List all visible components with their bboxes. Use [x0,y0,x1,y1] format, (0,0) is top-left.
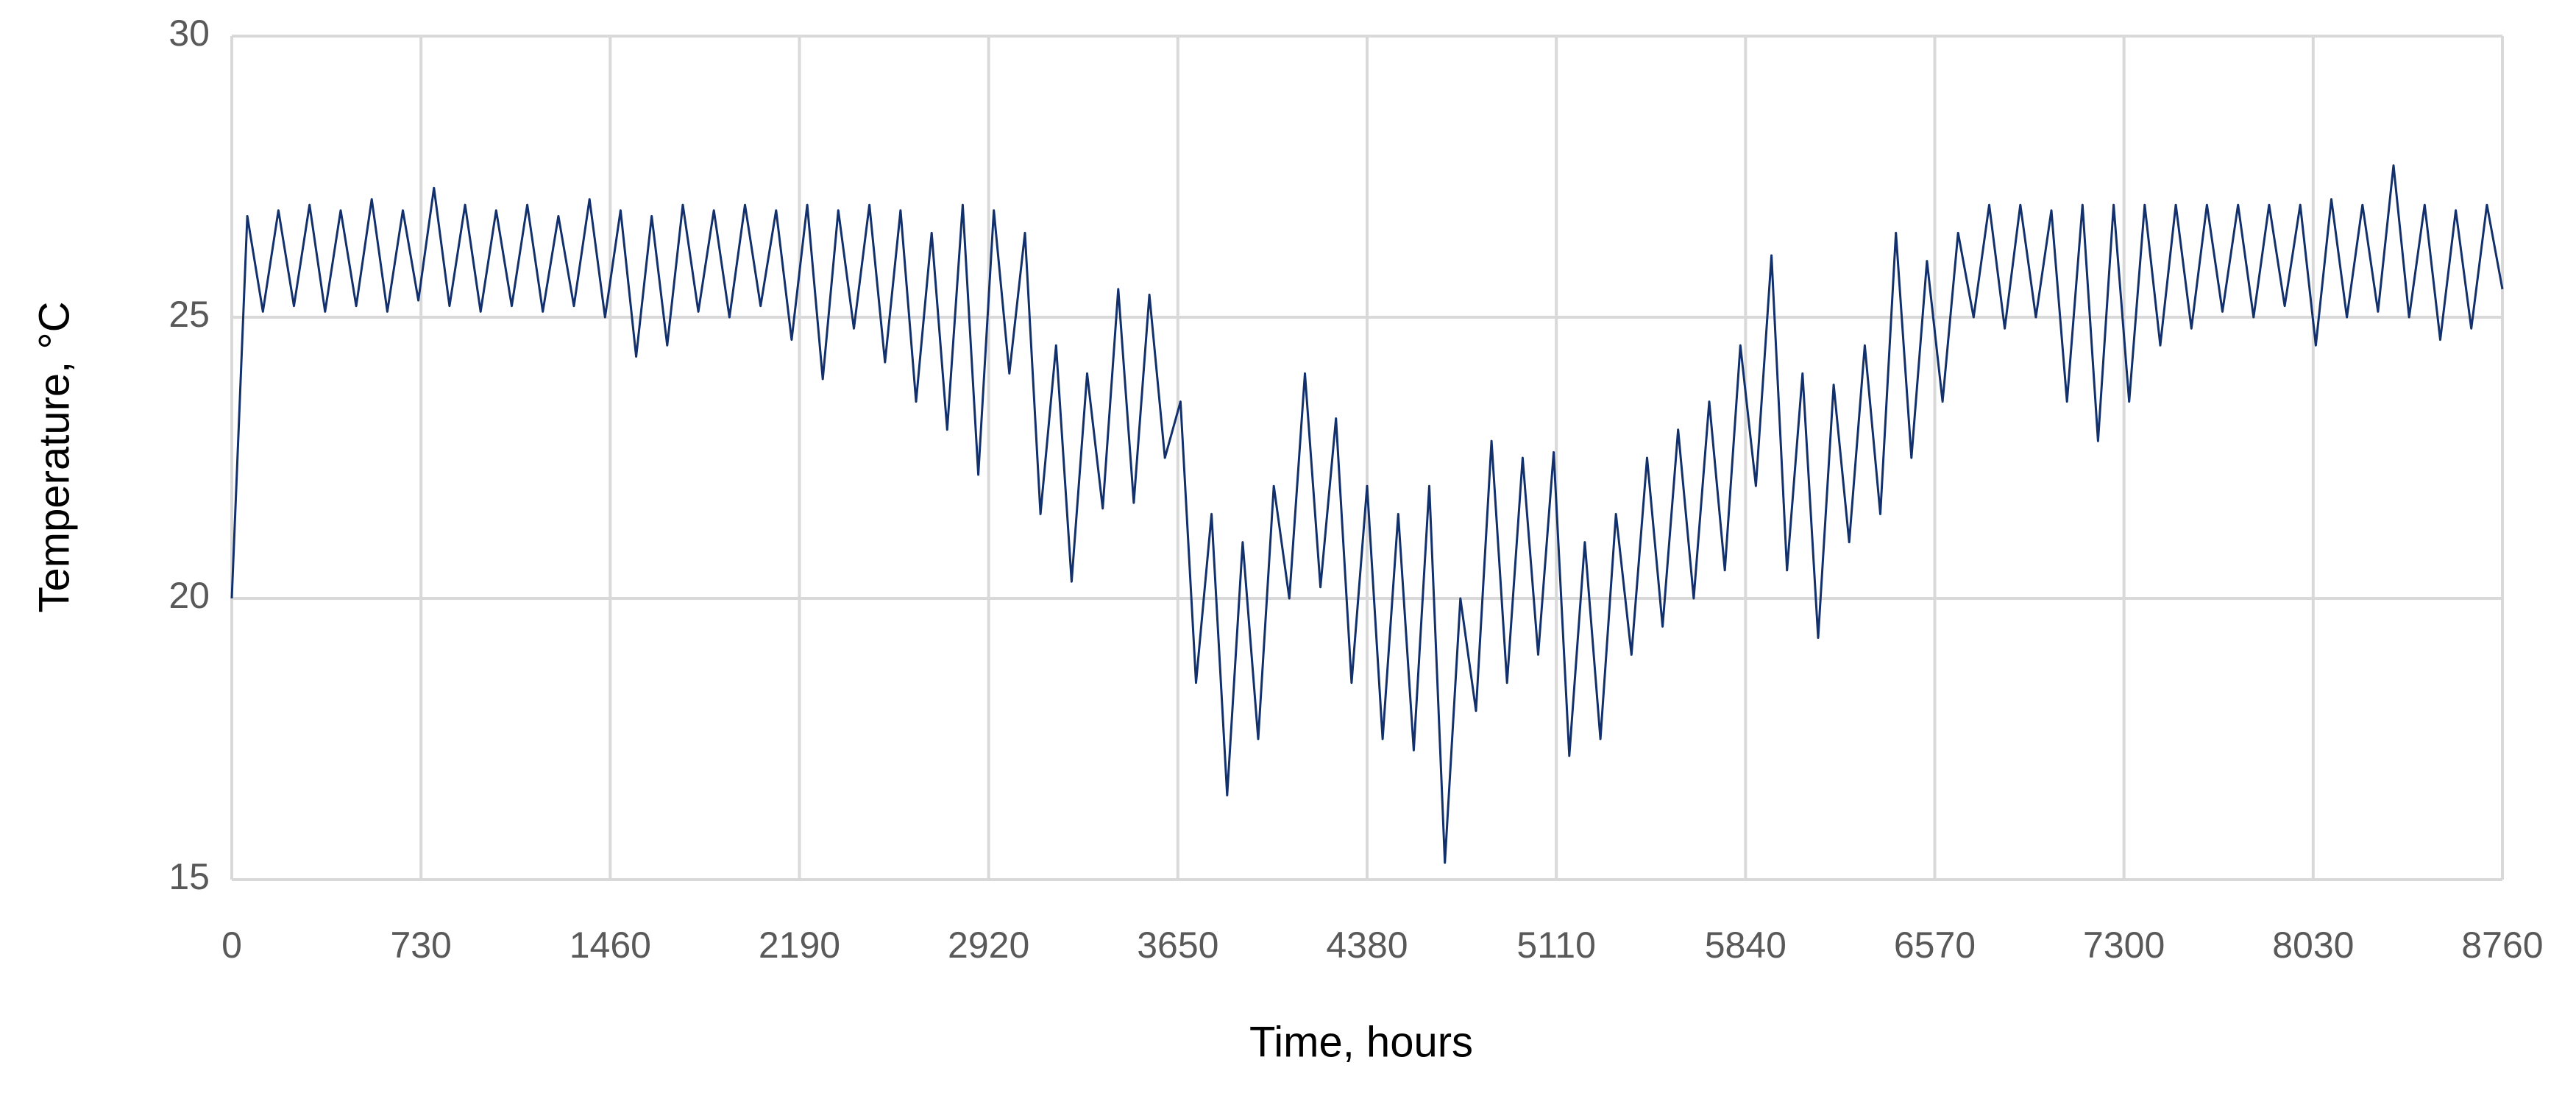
x-tick-label: 1460 [570,924,651,966]
y-tick-label: 15 [168,856,210,897]
x-tick-label: 5110 [1516,924,1596,966]
x-tick-label: 3650 [1137,924,1218,966]
x-tick-label: 8760 [2461,924,2543,966]
y-tick-label: 30 [168,13,210,54]
x-tick-label: 2920 [948,924,1029,966]
x-tick-label: 6570 [1894,924,1976,966]
x-tick-label: 0 [221,924,242,966]
x-tick-label: 730 [390,924,451,966]
x-tick-label: 8030 [2272,924,2354,966]
x-tick-label: 2190 [759,924,840,966]
x-tick-label: 4380 [1326,924,1408,966]
x-tick-label: 5840 [1705,924,1786,966]
line-series [230,164,2504,864]
x-tick-label: 7300 [2083,924,2165,966]
y-tick-label: 25 [168,294,210,335]
y-tick-label: 20 [168,575,210,616]
y-axis-title: Temperature, °C [30,302,78,613]
x-axis-title: Time, hours [1249,1018,1473,1066]
